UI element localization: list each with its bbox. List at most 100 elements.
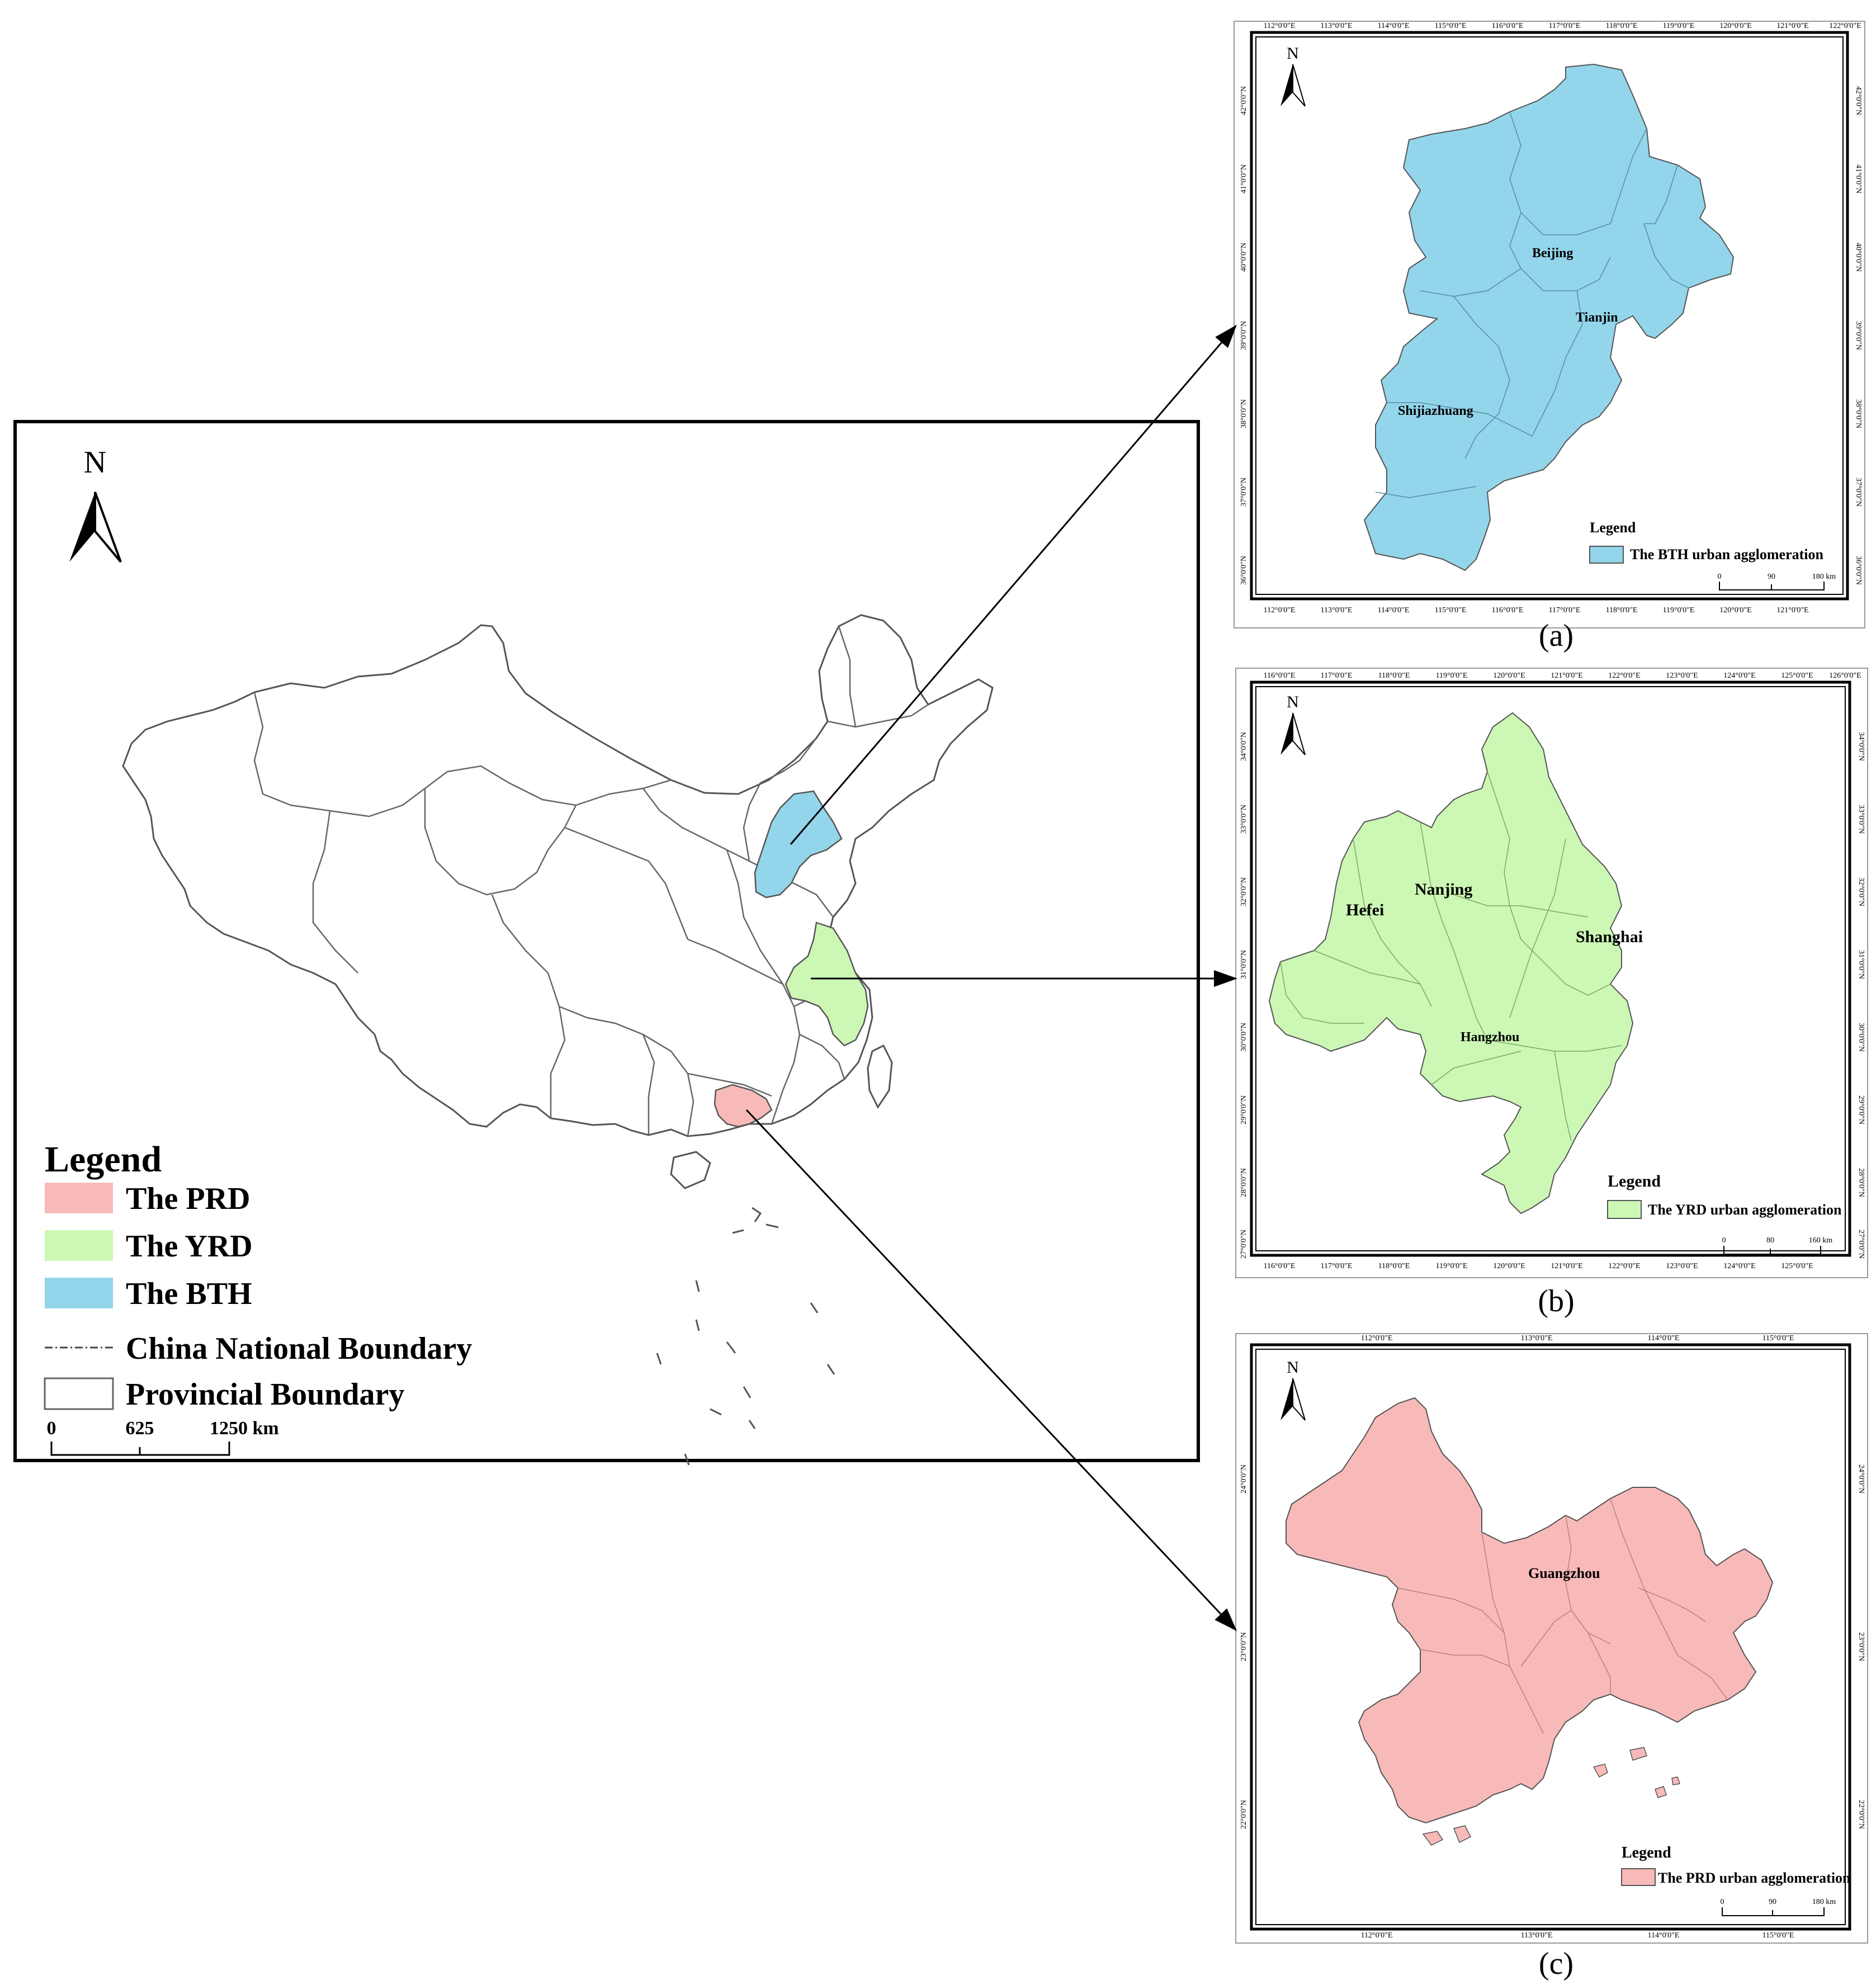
svg-text:90: 90 xyxy=(1769,1898,1776,1906)
svg-text:112°0'0"E: 112°0'0"E xyxy=(1361,1931,1393,1940)
svg-text:119°0'0"E: 119°0'0"E xyxy=(1436,1262,1468,1270)
svg-text:37°0'0"N: 37°0'0"N xyxy=(1854,478,1863,507)
legend-label-bth: The BTH xyxy=(126,1277,252,1311)
inset-a: 112°0'0"E 113°0'0"E 114°0'0"E 115°0'0"E … xyxy=(1234,21,1865,628)
svg-text:Legend: Legend xyxy=(1622,1844,1671,1861)
inset-c-scale-bar: 0 90 180 km xyxy=(1721,1898,1836,1916)
svg-text:0: 0 xyxy=(1722,1236,1726,1245)
svg-text:116°0'0"E: 116°0'0"E xyxy=(1264,1262,1296,1270)
svg-text:122°0'0"E: 122°0'0"E xyxy=(1608,1262,1640,1270)
inset-b-legend-swatch xyxy=(1607,1200,1642,1219)
svg-text:28°0'0"N: 28°0'0"N xyxy=(1857,1168,1865,1197)
inset-c-lat-left: 24°0'0"N 23°0'0"N 22°0'0"N xyxy=(1240,1464,1248,1829)
svg-text:80: 80 xyxy=(1766,1236,1774,1245)
svg-text:124°0'0"E: 124°0'0"E xyxy=(1723,672,1755,680)
svg-text:113°0'0"E: 113°0'0"E xyxy=(1521,1931,1553,1940)
inset-a-city-tianjin: Tianjin xyxy=(1576,310,1618,325)
legend-label-provincial-boundary: Provincial Boundary xyxy=(126,1377,404,1412)
svg-text:116°0'0"E: 116°0'0"E xyxy=(1492,606,1524,615)
svg-text:N: N xyxy=(1287,1358,1299,1377)
legend-swatch-bth xyxy=(45,1278,113,1308)
arrow-prd-to-inset-c xyxy=(745,1109,1237,1632)
svg-text:40°0'0"N: 40°0'0"N xyxy=(1854,243,1863,272)
svg-text:114°0'0"E: 114°0'0"E xyxy=(1378,22,1410,30)
svg-text:119°0'0"E: 119°0'0"E xyxy=(1663,606,1695,615)
main-legend-title: Legend xyxy=(45,1139,162,1180)
svg-text:121°0'0"E: 121°0'0"E xyxy=(1551,672,1582,680)
inset-a-city-beijing: Beijing xyxy=(1532,246,1573,261)
svg-text:The YRD urban agglomeration: The YRD urban agglomeration xyxy=(1648,1202,1842,1218)
svg-text:33°0'0"N: 33°0'0"N xyxy=(1857,805,1865,834)
svg-text:42°0'0"N: 42°0'0"N xyxy=(1854,86,1863,115)
svg-text:90: 90 xyxy=(1768,573,1775,581)
inset-a-caption: (a) xyxy=(1539,618,1573,653)
svg-text:113°0'0"E: 113°0'0"E xyxy=(1521,1334,1553,1343)
svg-text:118°0'0"E: 118°0'0"E xyxy=(1378,1262,1410,1270)
svg-text:23°0'0"N: 23°0'0"N xyxy=(1857,1632,1865,1661)
inset-b-city-shanghai: Shanghai xyxy=(1576,928,1643,946)
inset-c-lat-right: 24°0'0"N 23°0'0"N 22°0'0"N xyxy=(1857,1464,1865,1829)
svg-text:N: N xyxy=(1287,693,1299,711)
svg-text:160 km: 160 km xyxy=(1809,1236,1833,1245)
svg-text:28°0'0"N: 28°0'0"N xyxy=(1240,1168,1248,1197)
bth-region xyxy=(754,790,843,899)
svg-text:0: 0 xyxy=(1718,573,1722,581)
arrow-bth-to-inset-a xyxy=(790,324,1237,845)
inset-c: 112°0'0"E 113°0'0"E 114°0'0"E 115°0'0"E … xyxy=(1235,1333,1868,1944)
svg-text:117°0'0"E: 117°0'0"E xyxy=(1549,606,1581,615)
inset-a-city-shijiazhuang: Shijiazhuang xyxy=(1398,404,1473,418)
legend-label-national-boundary: China National Boundary xyxy=(126,1331,472,1366)
main-scale-tick-1: 625 xyxy=(126,1418,154,1439)
main-legend: Legend The PRD The YRD The BTH China Nat… xyxy=(44,1139,472,1412)
svg-text:122°0'0"E: 122°0'0"E xyxy=(1608,672,1640,680)
svg-text:113°0'0"E: 113°0'0"E xyxy=(1321,22,1353,30)
svg-text:39°0'0"N: 39°0'0"N xyxy=(1854,321,1863,350)
svg-text:118°0'0"E: 118°0'0"E xyxy=(1606,22,1638,30)
svg-text:120°0'0"E: 120°0'0"E xyxy=(1493,672,1525,680)
inset-a-north-arrow-icon: N xyxy=(1280,44,1306,107)
svg-text:31°0'0"N: 31°0'0"N xyxy=(1240,950,1248,979)
inset-b-lon-top: 116°0'0"E 117°0'0"E 118°0'0"E 119°0'0"E … xyxy=(1264,672,1861,680)
svg-text:38°0'0"N: 38°0'0"N xyxy=(1854,399,1863,428)
inset-c-internal-boundaries xyxy=(1397,1498,1728,1734)
svg-text:41°0'0"N: 41°0'0"N xyxy=(1240,164,1248,193)
svg-text:118°0'0"E: 118°0'0"E xyxy=(1606,606,1638,615)
svg-text:34°0'0"N: 34°0'0"N xyxy=(1240,732,1248,761)
svg-text:180 km: 180 km xyxy=(1812,573,1836,581)
inset-b-city-hangzhou: Hangzhou xyxy=(1461,1030,1519,1045)
hainan-outline xyxy=(670,1151,711,1189)
svg-text:24°0'0"N: 24°0'0"N xyxy=(1240,1464,1248,1494)
svg-text:0: 0 xyxy=(1721,1898,1724,1906)
north-arrow-icon: N xyxy=(69,445,122,563)
inset-b-legend: Legend The YRD urban agglomeration xyxy=(1607,1172,1842,1219)
svg-text:29°0'0"N: 29°0'0"N xyxy=(1240,1095,1248,1124)
svg-text:116°0'0"E: 116°0'0"E xyxy=(1492,22,1524,30)
inset-c-islands xyxy=(1422,1747,1680,1846)
inset-b-city-nanjing: Nanjing xyxy=(1415,880,1472,899)
inset-c-prd-map xyxy=(1286,1397,1774,1824)
inset-c-legend-swatch xyxy=(1621,1868,1656,1886)
main-scale-tick-2: 1250 km xyxy=(210,1418,279,1439)
yrd-region xyxy=(785,921,869,1047)
svg-text:32°0'0"N: 32°0'0"N xyxy=(1240,877,1248,906)
inset-c-north-arrow-icon: N xyxy=(1280,1358,1306,1421)
legend-swatch-yrd xyxy=(45,1230,113,1261)
svg-text:117°0'0"E: 117°0'0"E xyxy=(1321,672,1353,680)
svg-text:119°0'0"E: 119°0'0"E xyxy=(1663,22,1695,30)
inset-b-caption: (b) xyxy=(1538,1284,1574,1318)
svg-text:24°0'0"N: 24°0'0"N xyxy=(1857,1464,1865,1494)
svg-text:27°0'0"N: 27°0'0"N xyxy=(1857,1230,1865,1259)
svg-text:N: N xyxy=(1287,44,1299,63)
inset-a-lon-top: 112°0'0"E 113°0'0"E 114°0'0"E 115°0'0"E … xyxy=(1264,22,1861,30)
svg-text:112°0'0"E: 112°0'0"E xyxy=(1264,22,1296,30)
inset-c-lon-bottom: 112°0'0"E 113°0'0"E 114°0'0"E 115°0'0"E xyxy=(1361,1931,1794,1940)
svg-text:113°0'0"E: 113°0'0"E xyxy=(1321,606,1353,615)
svg-text:115°0'0"E: 115°0'0"E xyxy=(1762,1334,1794,1343)
svg-text:36°0'0"N: 36°0'0"N xyxy=(1854,556,1863,585)
svg-text:123°0'0"E: 123°0'0"E xyxy=(1666,672,1698,680)
svg-text:112°0'0"E: 112°0'0"E xyxy=(1361,1334,1393,1343)
inset-b: 116°0'0"E 117°0'0"E 118°0'0"E 119°0'0"E … xyxy=(1235,668,1868,1278)
svg-text:115°0'0"E: 115°0'0"E xyxy=(1435,606,1467,615)
inset-b-north-arrow-icon: N xyxy=(1280,693,1306,755)
china-outline xyxy=(122,614,994,1137)
